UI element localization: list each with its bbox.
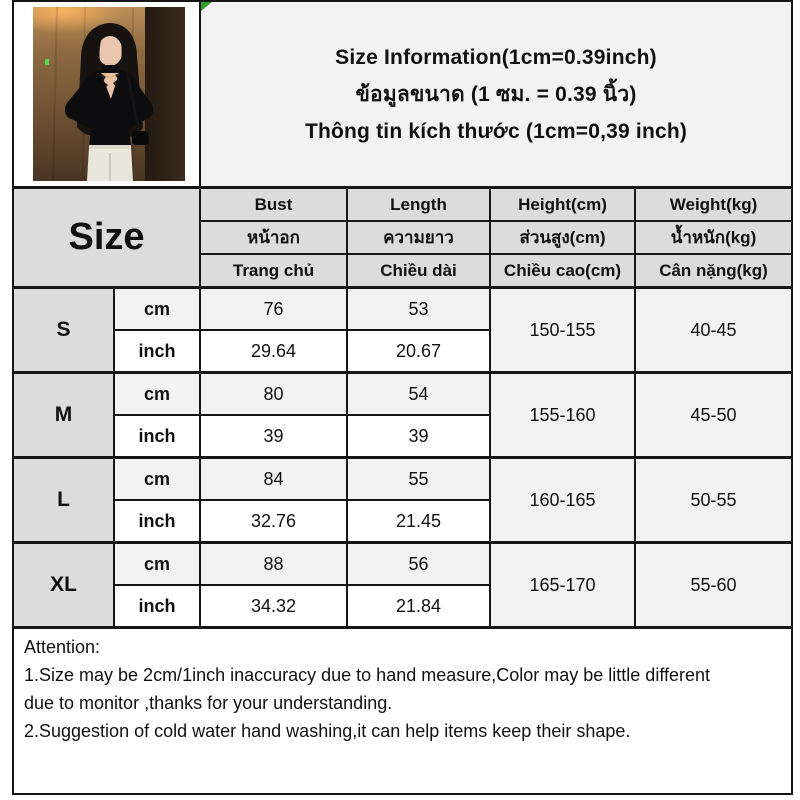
title-line-en: Size Information(1cm=0.39inch) [335, 45, 657, 69]
header-row-en: Size Bust Length Height(cm) Weight(kg) [12, 186, 794, 289]
bust-cm-value: 76 [199, 286, 348, 331]
col-header-height-en: Height(cm) [489, 186, 636, 222]
unit-label-inch: inch [113, 414, 201, 459]
green-corner-marker [201, 2, 212, 11]
product-photo [33, 7, 185, 181]
table-row-l-cm: L cm 84 55 160-165 50-55 [12, 456, 794, 544]
col-header-bust-en: Bust [199, 186, 348, 222]
bust-inch-value: 29.64 [199, 329, 348, 374]
col-header-bust-th: หน้าอก [199, 220, 348, 255]
table-row-m-inch: inch 39 39 [13, 414, 792, 459]
length-inch-value: 21.84 [346, 584, 491, 629]
header-row-vi: Trang chủ Chiều dài Chiều cao(cm) Cân nặ… [13, 253, 794, 289]
table-row-s-cm: S cm 76 53 150-155 40-45 [12, 286, 794, 374]
length-cm-value: 53 [346, 286, 491, 331]
attention-note-line: 1.Size may be 2cm/1inch inaccuracy due t… [24, 665, 711, 685]
table-row-s-inch: inch 29.64 20.67 [13, 329, 792, 374]
banner-row: Size Information(1cm=0.39inch) ข้อมูลขนา… [12, 0, 794, 189]
unit-label-cm: cm [113, 541, 201, 586]
attention-note-line: 2.Suggestion of cold water hand washing,… [24, 721, 631, 741]
table-row-m-cm: M cm 80 54 155-160 45-50 [12, 371, 794, 459]
bust-cm-value: 84 [199, 456, 348, 501]
col-header-weight-en: Weight(kg) [633, 186, 794, 222]
unit-label-cm: cm [113, 456, 201, 501]
title-line-vi: Thông tin kích thước (1cm=0,39 inch) [304, 119, 688, 143]
attention-row: Attention: 1.Size may be 2cm/1inch inacc… [11, 626, 794, 795]
weight-range-value: 40-45 [633, 286, 794, 374]
col-header-weight-th: น้ำหนัก(kg) [633, 220, 794, 255]
attention-note-line: due to monitor ,thanks for your understa… [24, 693, 393, 713]
bust-cm-value: 80 [199, 371, 348, 416]
size-label-s: S [12, 286, 115, 374]
length-inch-value: 20.67 [346, 329, 491, 374]
title-line-th: ข้อมูลขนาด (1 ซม. = 0.39 นิ้ว) [355, 82, 637, 106]
size-label-m: M [12, 371, 115, 459]
weight-range-value: 45-50 [633, 371, 794, 459]
length-inch-value: 39 [346, 414, 491, 459]
table-row-l-inch: inch 32.76 21.45 [13, 499, 792, 544]
col-header-length-en: Length [346, 186, 491, 222]
size-label-l: L [12, 456, 115, 544]
wall-green-light [45, 59, 49, 65]
weight-range-value: 55-60 [633, 541, 794, 629]
bust-inch-value: 34.32 [199, 584, 348, 629]
unit-label-cm: cm [113, 371, 201, 416]
col-header-bust-vi: Trang chủ [199, 253, 348, 289]
handbag [132, 131, 149, 145]
attention-heading: Attention: [24, 637, 101, 657]
length-cm-value: 56 [346, 541, 491, 586]
title-cell: Size Information(1cm=0.39inch) ข้อมูลขนา… [198, 0, 794, 189]
product-photo-cell [12, 0, 201, 189]
length-cm-value: 54 [346, 371, 491, 416]
bust-inch-value: 39 [199, 414, 348, 459]
size-label-xl: XL [12, 541, 115, 629]
bust-inch-value: 32.76 [199, 499, 348, 544]
weight-range-value: 50-55 [633, 456, 794, 544]
height-range-value: 160-165 [489, 456, 636, 544]
col-header-weight-vi: Cân nặng(kg) [633, 253, 794, 289]
height-range-value: 165-170 [489, 541, 636, 629]
table-row-xl-inch: inch 34.32 21.84 [13, 584, 792, 629]
length-cm-value: 55 [346, 456, 491, 501]
unit-label-inch: inch [113, 584, 201, 629]
table-row-xl-cm: XL cm 88 56 165-170 55-60 [12, 541, 794, 629]
col-header-length-vi: Chiều dài [346, 253, 491, 289]
col-header-height-th: ส่วนสูง(cm) [489, 220, 636, 255]
header-row-th: หน้าอก ความยาว ส่วนสูง(cm) น้ำหนัก(kg) [13, 220, 794, 255]
unit-label-inch: inch [113, 499, 201, 544]
height-range-value: 155-160 [489, 371, 636, 459]
unit-label-cm: cm [113, 286, 201, 331]
height-range-value: 150-155 [489, 286, 636, 374]
size-chart-table: Size Information(1cm=0.39inch) ข้อมูลขนา… [11, 0, 794, 795]
size-corner-cell: Size [12, 186, 201, 289]
length-inch-value: 21.45 [346, 499, 491, 544]
attention-note: Attention: 1.Size may be 2cm/1inch inacc… [11, 626, 794, 795]
unit-label-inch: inch [113, 329, 201, 374]
col-header-length-th: ความยาว [346, 220, 491, 255]
bust-cm-value: 88 [199, 541, 348, 586]
col-header-height-vi: Chiều cao(cm) [489, 253, 636, 289]
